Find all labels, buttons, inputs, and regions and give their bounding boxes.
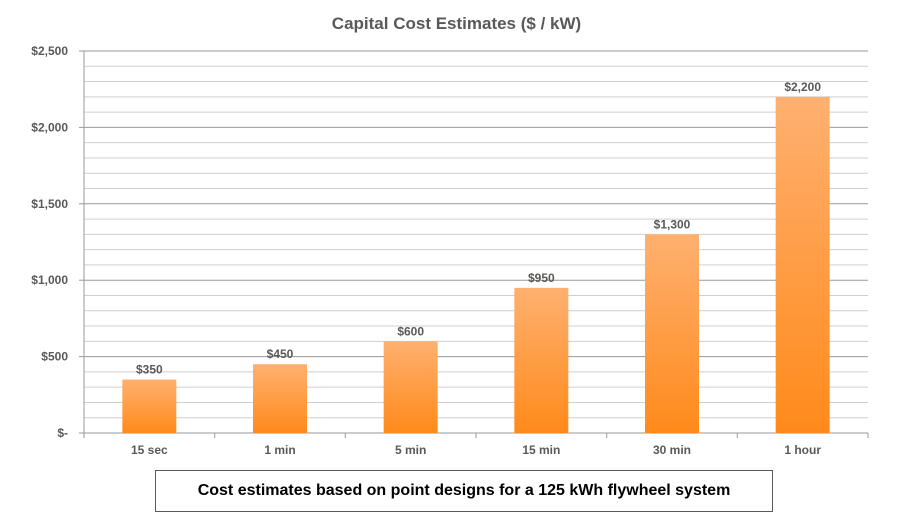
bar [383, 341, 438, 433]
data-label: $450 [267, 347, 294, 361]
data-label: $1,300 [654, 217, 691, 231]
caption-text: Cost estimates based on point designs fo… [197, 482, 731, 499]
y-tick-label: $2,000 [31, 120, 68, 134]
x-tick-label: 15 min [522, 443, 560, 457]
caption-box: Cost estimates based on point designs fo… [155, 470, 773, 512]
y-tick-label: $2,500 [31, 44, 68, 58]
x-tick-label: 30 min [653, 443, 691, 457]
x-tick-label: 5 min [395, 443, 426, 457]
y-tick-label: $500 [41, 350, 68, 364]
bar [122, 379, 177, 433]
data-label: $2,200 [784, 80, 821, 94]
x-tick-label: 15 sec [131, 443, 168, 457]
chart-title: Capital Cost Estimates ($ / kW) [331, 14, 582, 33]
y-tick-label: $- [57, 426, 68, 440]
y-tick-label: $1,500 [31, 197, 68, 211]
data-label: $350 [136, 363, 163, 377]
x-tick-label: 1 hour [784, 443, 821, 457]
bar [645, 234, 699, 433]
bar [775, 96, 830, 433]
data-label: $600 [397, 324, 424, 338]
data-label: $950 [528, 271, 555, 285]
bar [253, 364, 307, 433]
bar [514, 287, 569, 433]
y-tick-label: $1,000 [31, 273, 68, 287]
bar-chart: $- $500 $1,000 $1,500 $2,000 $2,500 $350 15 se… [31, 44, 869, 457]
x-tick-label: 1 min [264, 443, 295, 457]
